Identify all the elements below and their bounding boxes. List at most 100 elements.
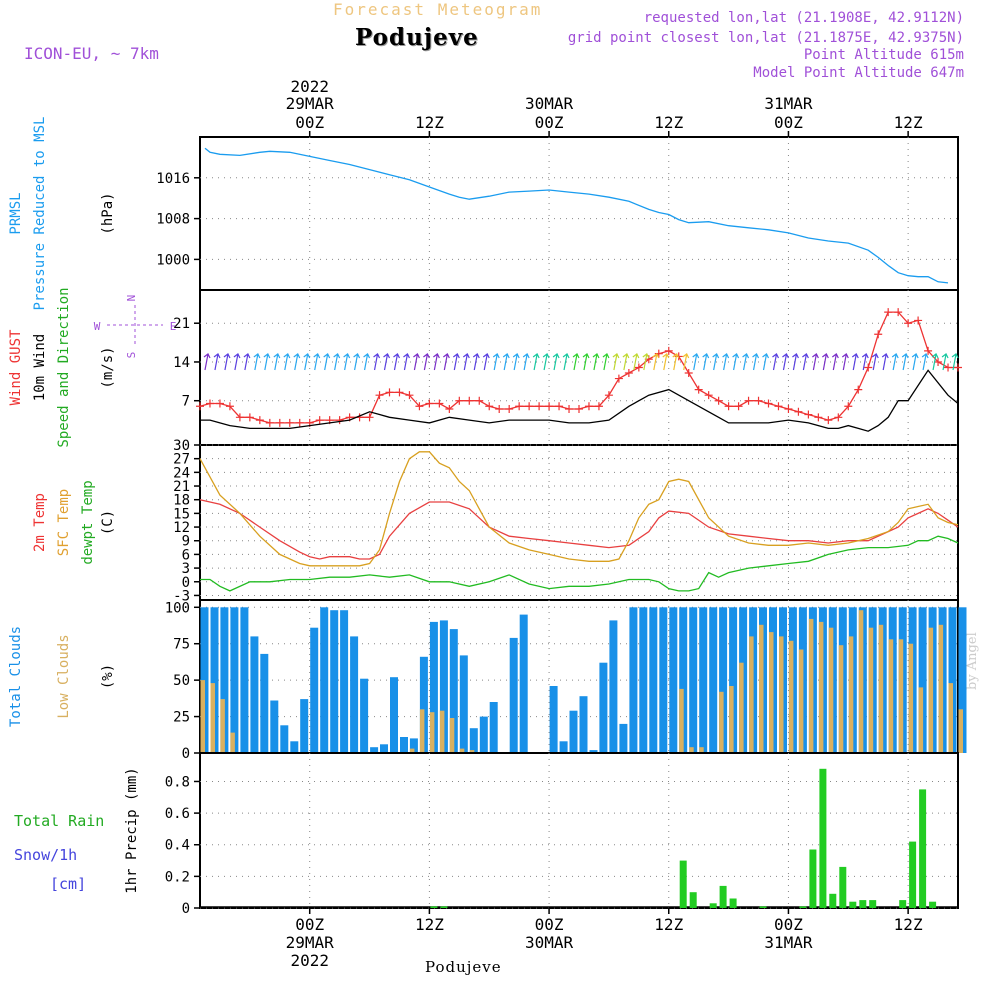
- total-cloud-bar: [709, 607, 718, 753]
- y-axis-unit: 1hr Precip (mm): [124, 767, 140, 893]
- gust-marker: [575, 405, 583, 414]
- bottom-date-label: 29MAR: [286, 933, 335, 952]
- wind-arrow: [592, 353, 600, 371]
- total-cloud-bar: [220, 607, 229, 753]
- y-axis-label: dewpt Temp: [80, 480, 96, 564]
- total-cloud-bar: [619, 723, 628, 753]
- y-axis-label: Total Clouds: [8, 626, 24, 727]
- bottom-hour-label: 00Z: [774, 915, 803, 934]
- low-cloud-bar: [868, 627, 874, 753]
- precip-bar: [819, 768, 827, 908]
- gust-marker: [904, 319, 913, 328]
- wind-arrow: [552, 353, 560, 371]
- wind-arrow: [462, 353, 470, 371]
- pressure-frame: [199, 136, 959, 291]
- total-cloud-bar: [260, 653, 269, 753]
- wind-arrow: [802, 353, 809, 371]
- total-cloud-bar: [489, 702, 498, 753]
- wind-arrow: [303, 353, 311, 371]
- total-cloud-bar: [579, 696, 588, 753]
- wind-arrow: [871, 353, 879, 371]
- y-tick-label: 1000: [156, 252, 190, 268]
- compass-cross-icon: [107, 305, 163, 345]
- gust-marker: [445, 405, 454, 414]
- wind-arrow: [662, 353, 670, 371]
- wind-arrow: [891, 353, 899, 371]
- compass-east: E: [170, 320, 177, 333]
- low-cloud-bar: [699, 747, 704, 753]
- precip-bar: [799, 906, 807, 908]
- low-cloud-bar: [689, 747, 694, 753]
- gust-marker: [944, 363, 953, 372]
- gust-marker: [225, 402, 234, 411]
- low-cloud-bar: [938, 624, 944, 753]
- wind-arrow: [532, 353, 540, 371]
- y-tick-label: 1016: [156, 171, 190, 187]
- gust-marker: [455, 396, 464, 405]
- requested-coordinates: requested lon,lat (21.1908E, 42.9112N): [643, 10, 964, 26]
- series-line: [199, 499, 959, 560]
- low-cloud-bar: [769, 632, 774, 753]
- y-tick-label: 9: [182, 534, 190, 550]
- gust-marker: [485, 402, 494, 411]
- wind-arrow: [881, 353, 889, 371]
- gust-marker: [764, 399, 773, 408]
- wind-arrow: [762, 353, 770, 371]
- total-cloud-bar: [270, 700, 279, 753]
- forecast-title: Forecast Meteogram: [333, 0, 543, 19]
- low-cloud-bar: [828, 627, 834, 753]
- low-cloud-bar: [719, 691, 724, 753]
- top-hour-label: 12Z: [415, 113, 444, 132]
- series-line: [200, 369, 959, 432]
- precip-bar: [759, 906, 767, 908]
- gust-marker: [515, 402, 524, 411]
- total-cloud-bar: [310, 627, 319, 753]
- gust-marker: [634, 363, 643, 372]
- y-axis-label: Speed and Direction: [56, 287, 72, 447]
- gust-marker: [844, 402, 853, 411]
- y-tick-label: 100: [165, 600, 190, 616]
- total-cloud-bar: [948, 607, 957, 753]
- wind-arrow: [792, 353, 799, 371]
- top-hour-label: 00Z: [535, 113, 564, 132]
- gust-marker: [275, 418, 284, 427]
- y-tick-label: 0.2: [165, 869, 190, 885]
- total-cloud-bar: [569, 710, 578, 753]
- precip-bar: [679, 860, 687, 908]
- y-tick-label: 0: [182, 901, 190, 917]
- y-tick-label: 75: [173, 637, 190, 653]
- wind-arrow: [911, 353, 919, 371]
- wind-arrow: [433, 353, 440, 371]
- low-cloud-bar: [729, 686, 734, 753]
- wind-arrow: [812, 353, 819, 371]
- wind-arrow: [772, 353, 780, 371]
- gust-marker: [794, 407, 803, 416]
- total-cloud-bar: [240, 607, 249, 753]
- total-cloud-bar: [250, 636, 259, 753]
- precip-bar: [719, 885, 727, 908]
- total-cloud-bar: [439, 620, 448, 753]
- y-tick-label: 30: [173, 438, 190, 454]
- low-cloud-bar: [759, 624, 764, 753]
- low-cloud-bar: [419, 709, 425, 753]
- total-cloud-bar: [419, 656, 428, 753]
- y-tick-label: 21: [173, 479, 190, 495]
- wind-arrow: [572, 353, 580, 371]
- low-cloud-bar: [230, 732, 235, 753]
- wind-arrow: [393, 353, 401, 371]
- precip-bar: [849, 901, 857, 908]
- gust-marker: [435, 399, 444, 408]
- wind-arrow: [672, 353, 680, 371]
- wind-arrow: [293, 353, 301, 371]
- top-hour-label: 12Z: [654, 113, 683, 132]
- series-line: [204, 147, 949, 284]
- gust-marker: [265, 418, 274, 427]
- low-cloud-bar: [469, 750, 475, 753]
- total-cloud-bar: [340, 610, 349, 753]
- gust-marker: [565, 405, 574, 414]
- total-cloud-bar: [290, 741, 299, 753]
- wind-arrow: [562, 353, 570, 371]
- low-cloud-bar: [808, 618, 814, 753]
- grid-point-coordinates: grid point closest lon,lat (21.1875E, 42…: [567, 30, 964, 46]
